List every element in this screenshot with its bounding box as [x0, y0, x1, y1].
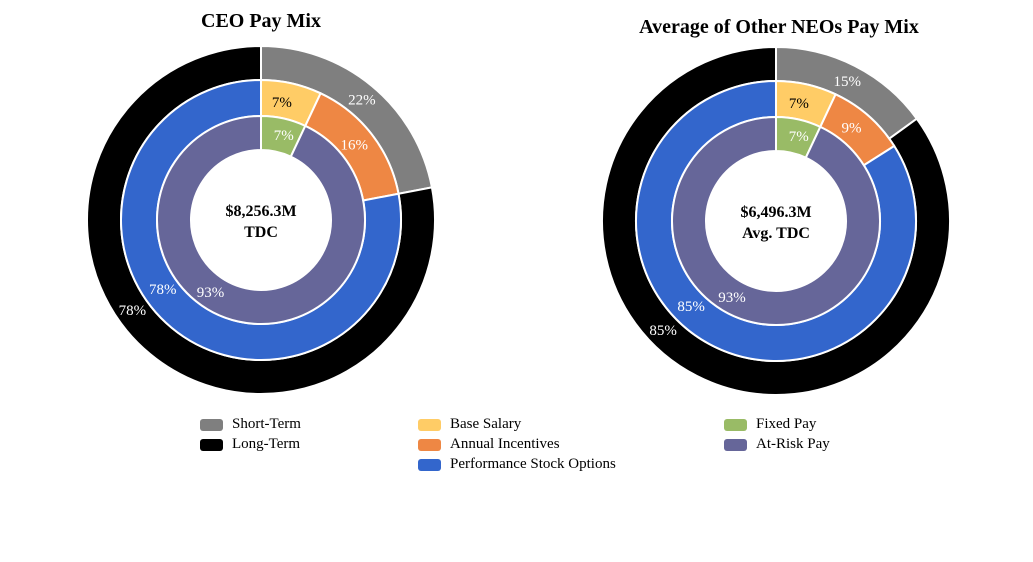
- legend-item-fixed-pay: Fixed Pay: [724, 416, 816, 433]
- legend-item-base-salary: Base Salary: [418, 416, 521, 433]
- legend-label: At-Risk Pay: [756, 436, 830, 452]
- legend-swatch: [200, 418, 223, 431]
- outer-ring-label-short-term: 22%: [348, 93, 376, 109]
- legend-label: Long-Term: [232, 436, 301, 452]
- legend-item-long-term: Long-Term: [200, 436, 300, 453]
- inner-ring-label-at-risk-pay: 93%: [718, 290, 746, 306]
- legend-label: Annual Incentives: [450, 436, 560, 452]
- center-label: Avg. TDC: [742, 225, 810, 242]
- legend-item-at-risk-pay: At-Risk Pay: [724, 436, 830, 453]
- legend-item-short-term: Short-Term: [200, 416, 301, 433]
- inner-ring-label-at-risk-pay: 93%: [197, 285, 225, 301]
- ceo-chart-title: CEO Pay Mix: [201, 10, 321, 32]
- inner-ring-label-fixed-pay: 7%: [274, 128, 294, 144]
- middle-ring-label-annual-incentives: 9%: [842, 121, 862, 137]
- neo-chart-title: Average of Other NEOs Pay Mix: [639, 16, 919, 38]
- inner-ring-label-fixed-pay: 7%: [789, 129, 809, 145]
- center-value: $6,496.3M: [740, 204, 811, 221]
- middle-ring-label-annual-incentives: 16%: [341, 137, 369, 153]
- legend-swatch: [418, 458, 441, 471]
- inner-ring-slice-at-risk-pay: [671, 115, 881, 326]
- legend-swatch: [724, 418, 747, 431]
- outer-ring-label-short-term: 15%: [834, 74, 862, 90]
- legend-swatch: [418, 418, 441, 431]
- legend-item-performance-stock-options: Performance Stock Options: [418, 456, 616, 473]
- legend-swatch: [200, 438, 223, 451]
- inner-ring-slice-at-risk-pay: [156, 114, 366, 325]
- legend-label: Performance Stock Options: [450, 456, 616, 472]
- middle-ring-label-performance-stock-options: 78%: [149, 282, 177, 298]
- legend-swatch: [418, 438, 441, 451]
- outer-ring-label-long-term: 78%: [119, 303, 147, 319]
- outer-ring-label-long-term: 85%: [649, 323, 677, 339]
- legend-label: Base Salary: [450, 416, 522, 432]
- center-value: $8,256.3M: [225, 203, 296, 220]
- legend-label: Fixed Pay: [756, 416, 817, 432]
- legend-label: Short-Term: [232, 416, 301, 432]
- legend-item-annual-incentives: Annual Incentives: [418, 436, 560, 453]
- center-label: TDC: [244, 224, 278, 241]
- middle-ring-label-performance-stock-options: 85%: [677, 299, 705, 315]
- legend-swatch: [724, 438, 747, 451]
- middle-ring-label-base-salary: 7%: [789, 96, 809, 112]
- middle-ring-label-base-salary: 7%: [272, 95, 292, 111]
